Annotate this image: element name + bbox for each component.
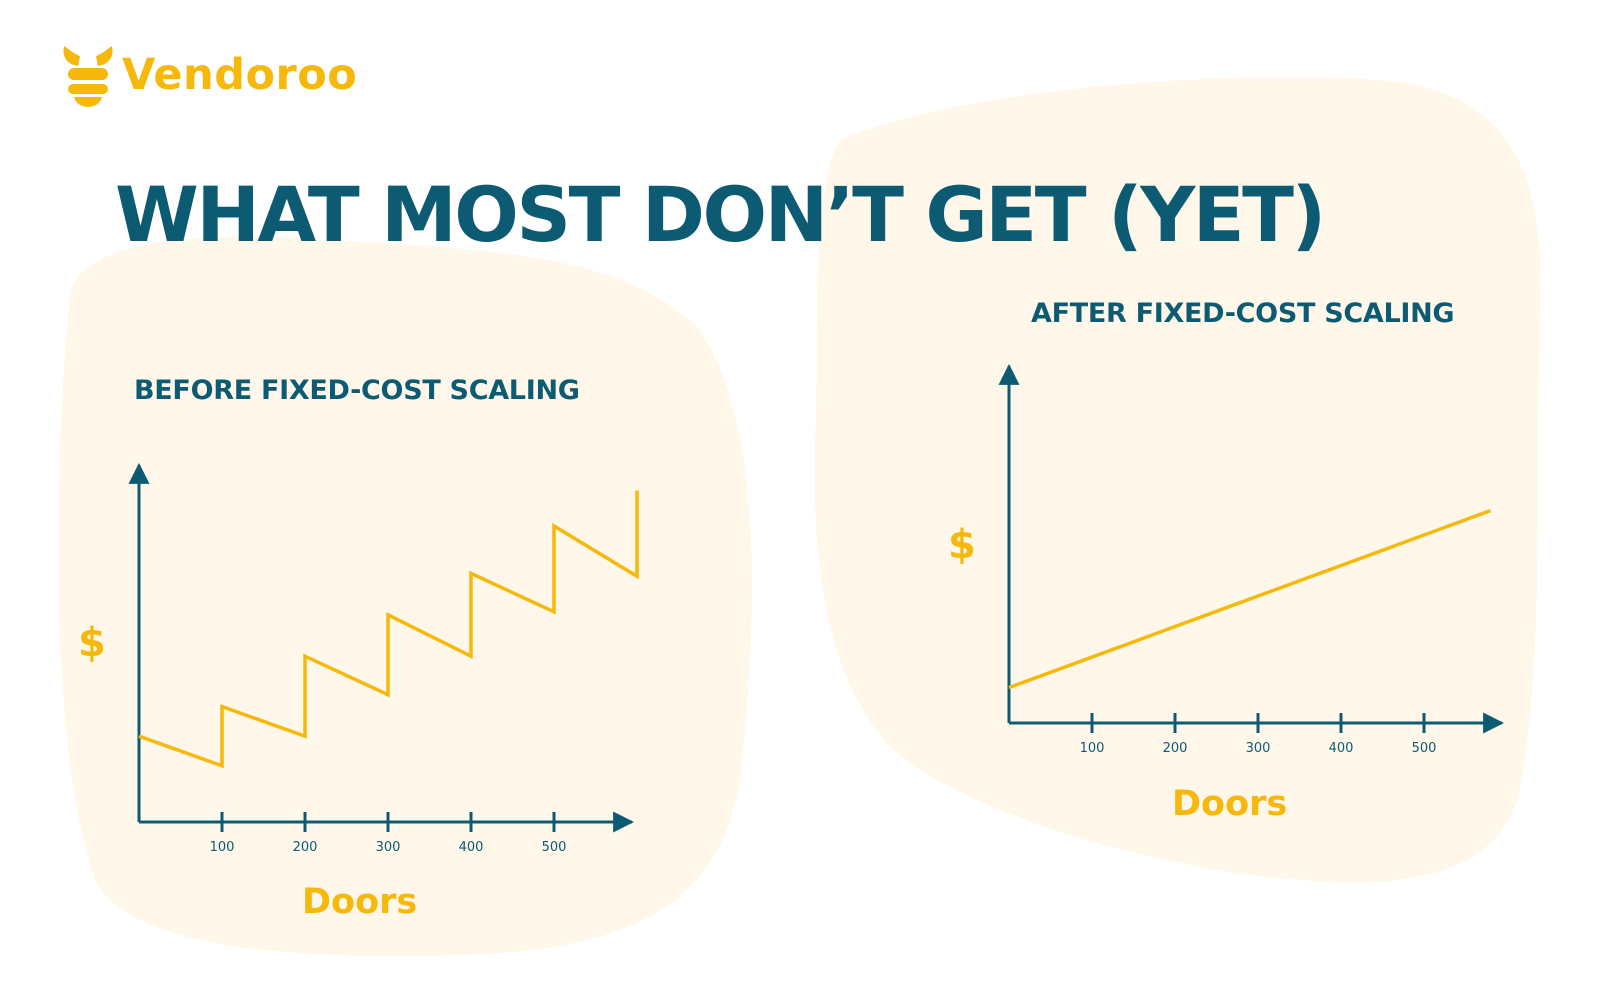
x-tick-label: 500	[1412, 741, 1437, 756]
bee-logo-icon	[63, 46, 113, 107]
left-chart-title: BEFORE FIXED-COST SCALING	[134, 375, 580, 406]
x-tick-label: 200	[1163, 741, 1188, 756]
right-chart-title: AFTER FIXED-COST SCALING	[1031, 298, 1455, 329]
brand-logo[interactable]: Vendoroo	[58, 40, 357, 110]
backdrop-right-shape	[814, 77, 1541, 883]
x-tick-label: 400	[1329, 741, 1354, 756]
x-tick-label: 300	[376, 840, 401, 855]
left-chart-xlabel: Doors	[302, 882, 418, 922]
x-tick-label: 100	[1080, 741, 1105, 756]
page-title: WHAT MOST DON’T GET (YET)	[115, 170, 1326, 259]
right-chart-ylabel: $	[948, 522, 976, 568]
backdrop-left-shape	[58, 236, 752, 957]
right-chart-xlabel: Doors	[1172, 784, 1288, 824]
x-tick-label: 300	[1246, 741, 1271, 756]
before-chart: 100 200 300 400 500	[128, 462, 639, 855]
x-tick-label: 200	[293, 840, 318, 855]
brand-name: Vendoroo	[122, 50, 358, 100]
after-chart: 100 200 300 400 500	[998, 363, 1505, 756]
x-tick-label: 400	[459, 840, 484, 855]
left-chart-ylabel: $	[78, 620, 106, 666]
x-tick-label: 500	[542, 840, 567, 855]
series-line	[138, 490, 639, 769]
x-tick-label: 100	[210, 840, 235, 855]
series-line	[1008, 508, 1492, 690]
